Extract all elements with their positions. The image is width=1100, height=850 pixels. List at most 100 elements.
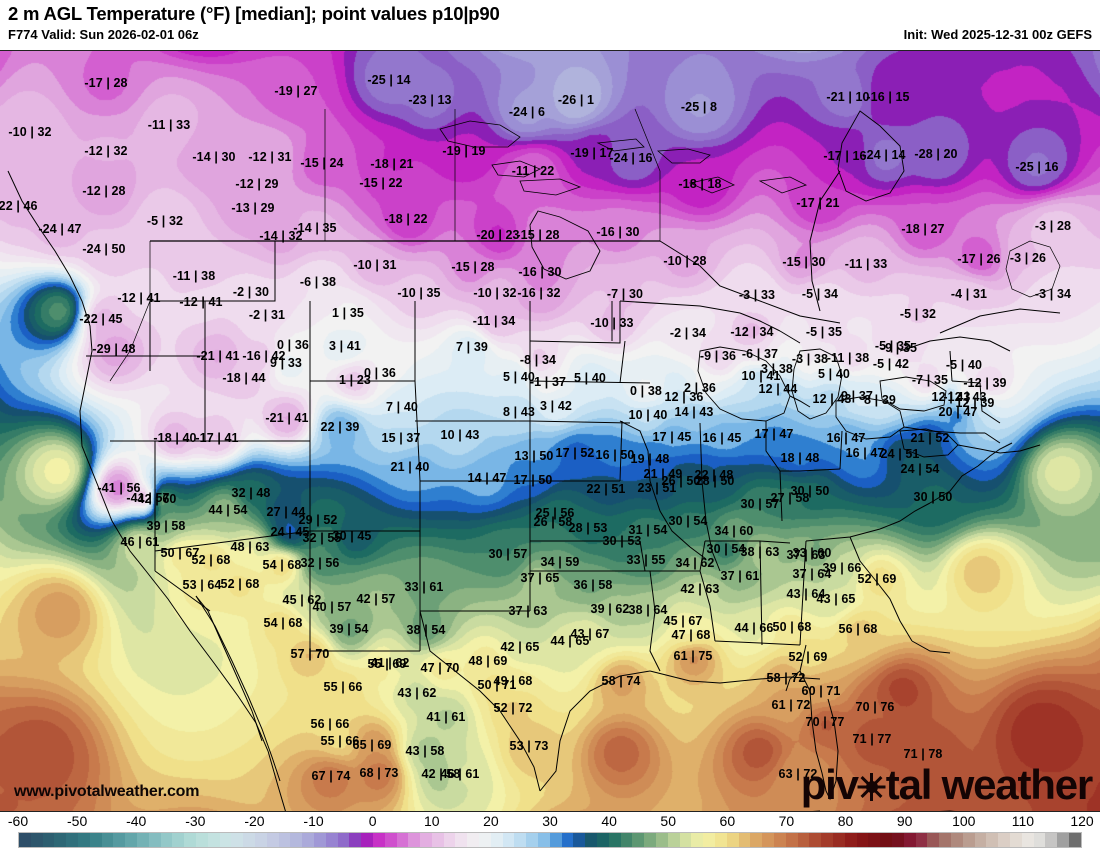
point-value-label: -12 | 41 bbox=[179, 294, 223, 309]
point-value-label: -12 | 41 bbox=[117, 290, 161, 305]
colorbar-swatch bbox=[950, 833, 963, 847]
point-value-label: 50 | 71 bbox=[477, 677, 517, 692]
point-value-label: -18 | 40 bbox=[153, 430, 197, 445]
colorbar-swatch bbox=[656, 833, 668, 847]
point-value-label: 17 | 52 bbox=[555, 445, 595, 460]
colorbar-swatch bbox=[396, 833, 409, 847]
colorbar-swatch bbox=[278, 833, 291, 847]
point-value-label: 28 | 50 bbox=[695, 473, 735, 488]
point-value-label: -12 | 39 bbox=[963, 375, 1007, 390]
colorbar-swatch bbox=[774, 833, 786, 847]
point-value-label: -15 | 22 bbox=[359, 175, 403, 190]
colorbar-swatch bbox=[797, 833, 810, 847]
point-value-label: 26 | 50 bbox=[661, 473, 701, 488]
colorbar-swatch bbox=[939, 833, 951, 847]
point-value-label: 54 | 68 bbox=[263, 615, 303, 630]
colorbar-swatch bbox=[231, 833, 244, 847]
point-value-label: 58 | 72 bbox=[766, 670, 806, 685]
point-value-label: -18 | 22 bbox=[384, 211, 428, 226]
point-value-label: 37 | 63 bbox=[508, 603, 548, 618]
point-value-label: -11 | 38 bbox=[172, 268, 216, 283]
point-value-label: 18 | 48 bbox=[780, 450, 820, 465]
point-value-label: -15 | 28 bbox=[516, 227, 560, 242]
point-value-label: 63 | 72 bbox=[778, 766, 818, 781]
point-value-label: -14 | 35 bbox=[293, 220, 337, 235]
point-value-label: -22 | 46 bbox=[0, 198, 38, 213]
colorbar-swatch bbox=[172, 833, 185, 847]
point-value-label: 22 | 48 bbox=[694, 467, 734, 482]
colorbar-tick: 50 bbox=[660, 813, 677, 829]
point-value-label: 29 | 52 bbox=[298, 512, 338, 527]
point-value-label: 39 | 58 bbox=[146, 518, 186, 533]
colorbar-swatch bbox=[891, 833, 904, 847]
point-value-label: -14 | 30 bbox=[192, 149, 236, 164]
colorbar-swatch bbox=[408, 833, 421, 847]
point-value-label: 49 | 68 bbox=[493, 673, 533, 688]
colorbar-swatch bbox=[1009, 833, 1022, 847]
point-value-label: -3 | 34 bbox=[1034, 286, 1072, 301]
colorbar-swatch bbox=[479, 833, 491, 847]
point-value-label: -12 | 34 bbox=[730, 324, 774, 339]
point-value-label: 0 | 36 bbox=[277, 337, 309, 352]
point-value-label: 17 | 47 bbox=[754, 426, 794, 441]
colorbar-swatch bbox=[243, 833, 255, 847]
point-value-label: 30 | 50 bbox=[790, 483, 830, 498]
colorbar-swatch bbox=[42, 833, 55, 847]
colorbar-swatch bbox=[549, 833, 562, 847]
colorbar: -60 -50 -40 -30 -20 -10 0 10 20 30 40 50 60 70 80 90 100… bbox=[0, 812, 1100, 850]
point-value-label: 0 | 38 bbox=[630, 383, 662, 398]
colorbar-swatch bbox=[715, 833, 727, 847]
point-value-label: 10 | 41 bbox=[741, 368, 781, 383]
map-viewport[interactable]: -17 | 28 -10 | 32 -11 | 33 -12 | 32 -14 | 30… bbox=[0, 50, 1100, 812]
point-value-label: 53 | 64 bbox=[182, 577, 222, 592]
point-value-label: 55 | 66 bbox=[323, 679, 363, 694]
point-value-label: 21 | 40 bbox=[390, 459, 430, 474]
colorbar-swatch bbox=[219, 833, 232, 847]
point-value-label: 38 | 64 bbox=[628, 602, 668, 617]
point-value-label: 5 | 40 bbox=[818, 366, 850, 381]
point-value-label: 53 | 73 bbox=[509, 738, 549, 753]
point-value-label: -3 | 33 bbox=[738, 287, 776, 302]
point-value-label: 60 | 71 bbox=[801, 683, 841, 698]
point-value-label: -2 | 31 bbox=[248, 307, 286, 322]
colorbar-swatch bbox=[585, 833, 598, 847]
point-value-label: 34 | 59 bbox=[540, 554, 580, 569]
point-value-label: -18 | 27 bbox=[901, 221, 945, 236]
point-value-label: 50 | 67 bbox=[160, 545, 200, 560]
colorbar-swatch bbox=[856, 833, 869, 847]
point-value-label: -16 | 30 bbox=[518, 264, 562, 279]
colorbar-swatch bbox=[915, 833, 928, 847]
colorbar-tick: 90 bbox=[896, 813, 913, 829]
point-value-label: 12 | 36 bbox=[664, 389, 704, 404]
colorbar-gradient[interactable] bbox=[18, 832, 1082, 848]
point-value-label: -15 | 28 bbox=[451, 259, 495, 274]
point-value-label: -16 | 15 bbox=[866, 89, 910, 104]
colorbar-swatch bbox=[750, 833, 763, 847]
point-value-label: -12 | 28 bbox=[82, 183, 126, 198]
point-value-label: 14 | 47 bbox=[467, 470, 507, 485]
point-value-label: 46 | 61 bbox=[120, 534, 160, 549]
point-value-label: 30 | 54 bbox=[706, 541, 746, 556]
point-value-label: 52 | 68 bbox=[220, 576, 260, 591]
colorbar-tick: 110 bbox=[1011, 813, 1035, 829]
point-value-label: -5 | 32 bbox=[899, 306, 937, 321]
point-value-label: -12 | 43 bbox=[943, 389, 987, 404]
colorbar-swatch bbox=[372, 833, 385, 847]
point-value-label: 21 | 49 bbox=[643, 466, 683, 481]
colorbar-tick: 40 bbox=[601, 813, 617, 829]
point-value-label: -16 | 42 bbox=[242, 348, 286, 363]
point-value-label: 47 | 70 bbox=[420, 660, 460, 675]
point-value-label: -17 | 28 bbox=[84, 75, 128, 90]
point-value-label: -16 | 32 bbox=[517, 285, 561, 300]
point-value-label: -24 | 47 bbox=[38, 221, 82, 236]
point-value-label: 16 | 47 bbox=[845, 445, 885, 460]
point-value-label: 52 | 72 bbox=[493, 700, 533, 715]
colorbar-swatch bbox=[526, 833, 539, 847]
colorbar-tick: 0 bbox=[368, 813, 377, 829]
point-value-label: 47 | 68 bbox=[671, 627, 711, 642]
point-value-label: 27 | 44 bbox=[266, 504, 306, 519]
colorbar-swatch bbox=[986, 833, 999, 847]
point-value-label: 20 | 47 bbox=[938, 404, 978, 419]
point-value-label: 48 | 63 bbox=[230, 539, 270, 554]
